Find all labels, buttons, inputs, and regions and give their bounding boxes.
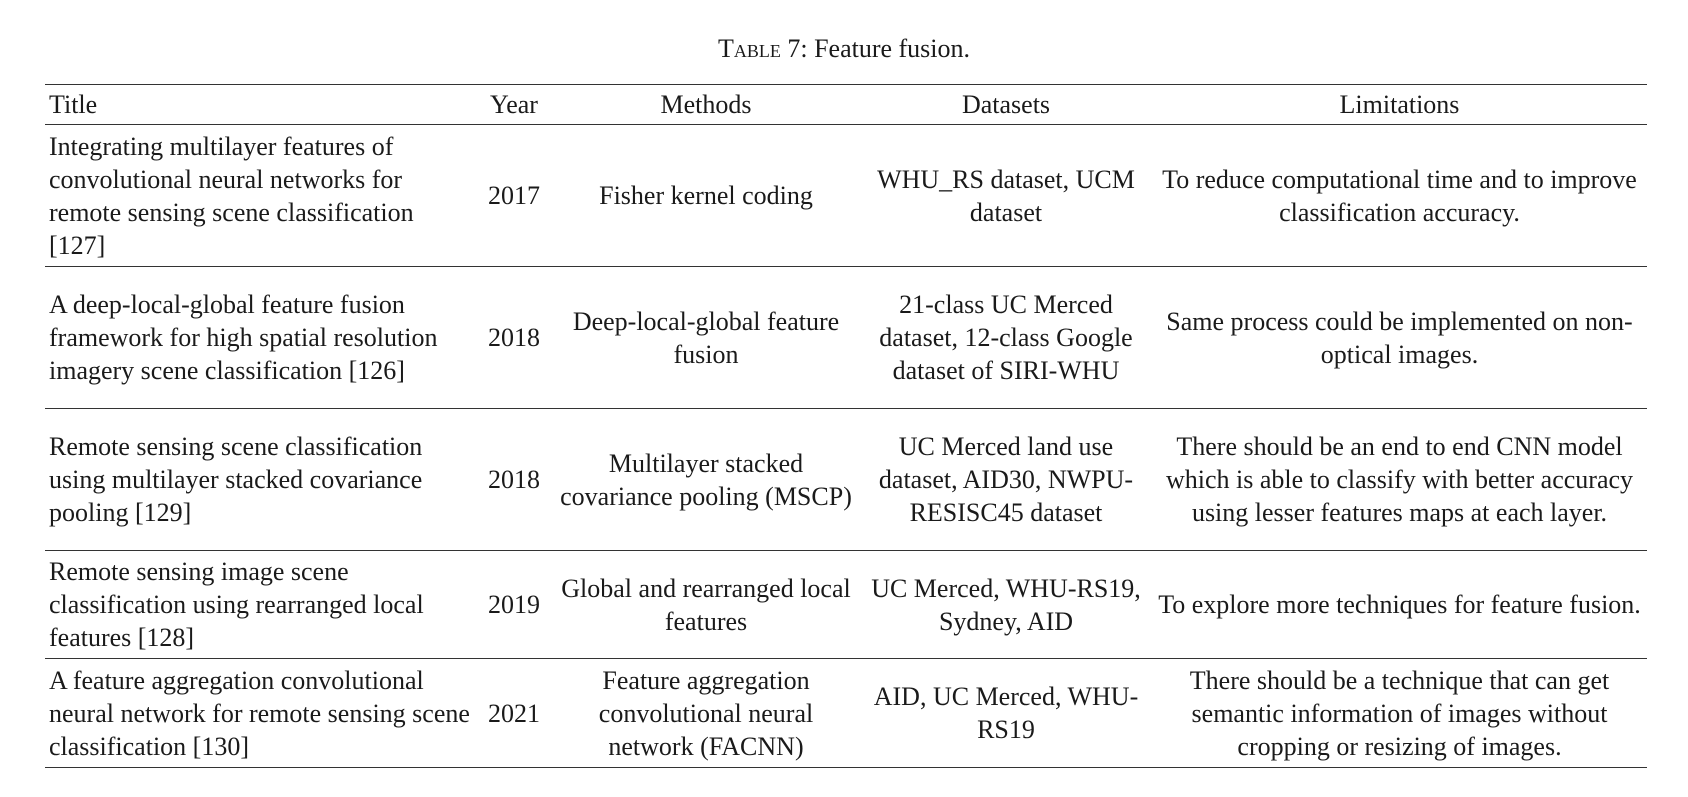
table-cell: Multilayer stacked covariance pooling (M… (560, 448, 852, 511)
table-cell: Deep-local-global feature fusion (572, 306, 840, 369)
table-cell: A deep-local-global feature fusion frame… (49, 290, 438, 385)
caption-text: Feature fusion. (814, 34, 971, 63)
table-cell: Feature aggregation convolutional neural… (598, 665, 814, 761)
table-cell: 21-class UC Merced dataset, 12-class Goo… (879, 290, 1133, 385)
table-cell: Remote sensing image scene classificatio… (49, 557, 424, 652)
table-row: A feature aggregation convolutional neur… (45, 659, 1647, 768)
header-cell: Year (490, 90, 538, 119)
table-cell: Global and rearranged local features (561, 573, 851, 636)
table-cell: 2017 (488, 181, 540, 210)
table-cell: Remote sensing scene classification usin… (49, 432, 423, 527)
table-body: Integrating multilayer features of convo… (45, 125, 1647, 768)
table-row: Remote sensing image scene classificatio… (45, 551, 1647, 659)
table-cell: To reduce computational time and to impr… (1162, 164, 1637, 227)
table-cell: Fisher kernel coding (599, 181, 813, 210)
header-cell: Datasets (961, 90, 1051, 119)
table-cell: A feature aggregation convolutional neur… (49, 665, 470, 761)
table-cell: There should be a technique that can get… (1189, 665, 1610, 761)
table-cell: 2021 (488, 698, 540, 728)
table-row: A deep-local-global feature fusion frame… (45, 267, 1647, 409)
table-cell: 2019 (488, 590, 540, 619)
table-cell: Integrating multilayer features of convo… (49, 131, 414, 260)
table-cell: AID, UC Merced, WHU-RS19 (873, 682, 1139, 744)
table: Title Year Methods Datasets Limitations Inte… (45, 84, 1647, 768)
table-cell: UC Merced, WHU-RS19, Sydney, AID (871, 573, 1141, 636)
table-cell: WHU_RS dataset, UCM dataset (877, 164, 1135, 227)
table-cell: 2018 (488, 465, 540, 494)
table-row: Integrating multilayer features of convo… (45, 125, 1647, 267)
table-cell: Same process could be implemented on non… (1166, 306, 1633, 369)
table-cell: UC Merced land use dataset, AID30, NWPU-… (878, 432, 1134, 527)
header-row: Title Year Methods Datasets Limitations (45, 84, 1647, 125)
caption: Table 7: Feature fusion. (0, 34, 1688, 64)
caption-label: Table 7: (717, 34, 808, 63)
table-cell: There should be an end to end CNN model … (1165, 432, 1634, 527)
header-cell: Limitations (1339, 90, 1460, 119)
header-cell: Title (49, 90, 98, 119)
table-row: Remote sensing scene classification usin… (45, 409, 1647, 551)
header-cell: Methods (660, 90, 752, 119)
table-cell: 2018 (488, 323, 540, 352)
table-cell: To explore more techniques for feature f… (1158, 590, 1641, 619)
